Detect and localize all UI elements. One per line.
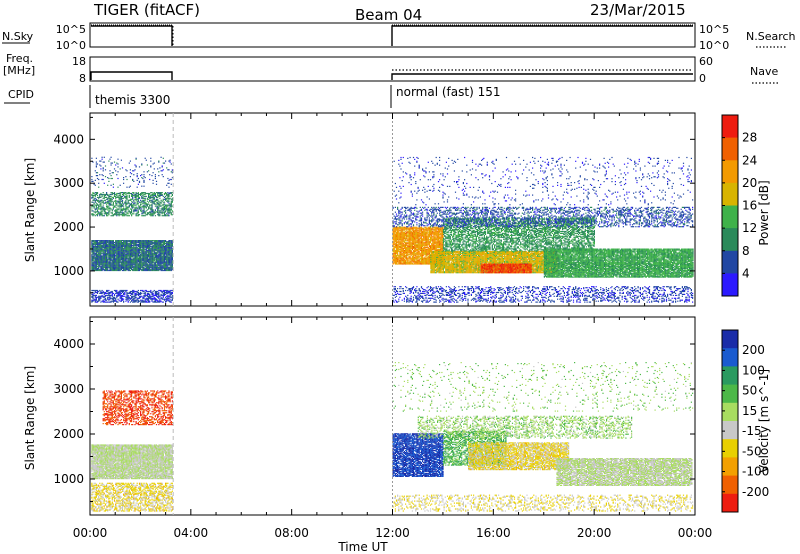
power-cell xyxy=(123,248,124,249)
power-cell xyxy=(99,240,100,241)
nsky-label: N.Sky xyxy=(2,30,34,43)
cpid-label: CPID xyxy=(8,88,34,101)
beam-label: Beam 04 xyxy=(355,6,422,24)
cpid-segment-2: normal (fast) 151 xyxy=(396,85,500,99)
nsearch-label: N.Search xyxy=(746,30,796,43)
power-cell xyxy=(92,256,93,257)
power-cell xyxy=(123,240,124,241)
power-cell xyxy=(102,240,103,241)
power-cell xyxy=(97,240,98,241)
power-cell xyxy=(102,253,103,254)
power-cell xyxy=(115,255,116,256)
power-cell xyxy=(91,240,92,241)
freq-tick-bottom: 8 xyxy=(79,72,86,85)
power-cell xyxy=(95,253,96,254)
power-cell xyxy=(98,240,99,241)
power-cell xyxy=(120,240,121,241)
nsky-tick-top: 10^5 xyxy=(56,23,86,36)
power-cell xyxy=(115,257,116,258)
power-cell xyxy=(116,240,117,241)
power-cell xyxy=(105,240,106,241)
nave-tick-bottom: 0 xyxy=(699,72,706,85)
power-cell xyxy=(128,257,129,258)
power-cell xyxy=(97,254,98,255)
power-cell xyxy=(100,266,101,267)
power-cell xyxy=(98,242,99,243)
power-cell xyxy=(121,261,122,262)
power-cell xyxy=(122,242,123,243)
power-cell xyxy=(92,243,93,244)
power-cell xyxy=(108,240,109,241)
freq-unit: [MHz] xyxy=(3,64,35,77)
power-cell xyxy=(114,242,115,243)
radar-summary-figure: TIGER (fitACF) Beam 04 23/Mar/2015 N.Sky… xyxy=(0,0,800,554)
power-cell xyxy=(107,240,108,241)
power-cell xyxy=(125,254,126,255)
power-cell xyxy=(115,240,116,241)
power-cell xyxy=(92,240,93,241)
power-cell xyxy=(106,240,107,241)
power-cell xyxy=(95,240,96,241)
power-cell xyxy=(102,256,103,257)
freq-tick-top: 18 xyxy=(72,55,86,68)
power-cell xyxy=(111,240,112,241)
power-cell xyxy=(120,264,121,265)
power-cell xyxy=(91,254,92,255)
power-cell xyxy=(102,245,103,246)
power-cell xyxy=(107,256,108,257)
power-cell xyxy=(111,262,112,263)
figure-title: TIGER (fitACF) xyxy=(93,1,200,19)
power-cell xyxy=(114,244,115,245)
power-cell xyxy=(112,259,113,260)
cpid-segment-1: themis 3300 xyxy=(95,93,170,107)
power-cell xyxy=(109,240,110,241)
nsearch-tick-top: 10^5 xyxy=(699,23,729,36)
power-cell xyxy=(119,240,120,241)
power-cell xyxy=(128,243,129,244)
power-cell xyxy=(92,262,93,263)
nave-label: Nave xyxy=(750,65,778,78)
power-cell xyxy=(97,266,98,267)
power-cell xyxy=(103,240,104,241)
power-cell xyxy=(104,269,105,270)
nsky-panel: N.Sky 10^5 10^0 10^5 10^0 N.Search xyxy=(2,23,796,52)
power-cell xyxy=(104,240,105,241)
date-label: 23/Mar/2015 xyxy=(590,1,686,19)
power-cell xyxy=(112,240,113,241)
power-cell xyxy=(113,240,114,241)
power-cell xyxy=(100,240,101,241)
power-cell xyxy=(94,246,95,247)
power-cell xyxy=(107,258,108,259)
power-cell xyxy=(126,240,127,241)
power-cell xyxy=(94,260,95,261)
power-cell xyxy=(95,256,96,257)
power-cell xyxy=(99,269,100,270)
power-cell xyxy=(96,246,97,247)
power-cell xyxy=(126,260,127,261)
power-cell xyxy=(107,244,108,245)
power-cell xyxy=(103,249,104,250)
power-cell xyxy=(94,240,95,241)
power-cell xyxy=(108,270,109,271)
power-cell xyxy=(125,240,126,241)
nave-tick-top: 60 xyxy=(699,55,713,68)
power-cell xyxy=(96,240,97,241)
power-cell xyxy=(117,240,118,241)
cpid-row: CPID themis 3300 normal (fast) 151 xyxy=(4,85,500,108)
power-cell xyxy=(122,240,123,241)
power-cell xyxy=(121,240,122,241)
power-echo-region xyxy=(91,240,173,271)
power-cell xyxy=(122,270,123,271)
freq-panel: Freq. [MHz] 18 8 60 0 Nave xyxy=(3,52,780,85)
power-cell xyxy=(106,253,107,254)
power-cell xyxy=(128,240,129,241)
power-cell xyxy=(124,240,125,241)
power-cell xyxy=(97,268,98,269)
nsearch-tick-bottom: 10^0 xyxy=(699,39,729,52)
power-cell xyxy=(108,261,109,262)
nsky-tick-bottom: 10^0 xyxy=(56,39,86,52)
